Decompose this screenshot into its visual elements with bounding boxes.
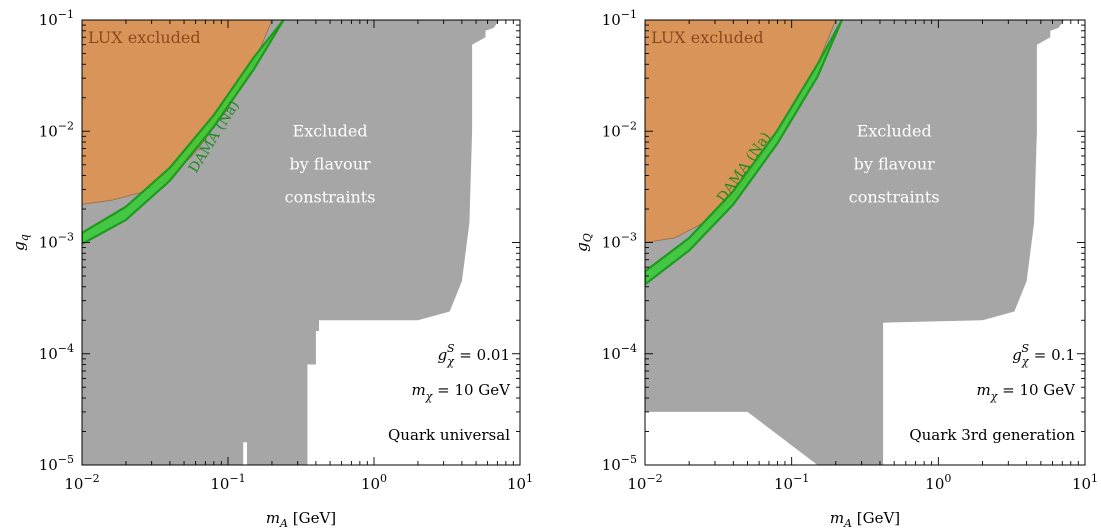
y-tick-label: 10−5 <box>39 453 74 474</box>
annotation-text: Quark 3rd generation <box>909 426 1075 444</box>
y-axis-label: gQ <box>573 233 594 252</box>
annotation-g: gχS = 0.1 <box>1012 342 1075 368</box>
x-tick-label: 100 <box>361 472 387 493</box>
flavour-label-line: Excluded <box>857 122 932 141</box>
flavour-label-line: constraints <box>849 188 940 207</box>
flavour-label-line: by flavour <box>854 155 936 174</box>
x-tick-label: 10−2 <box>627 472 662 493</box>
dama-band <box>645 20 843 286</box>
x-axis-label: mA [GeV] <box>266 509 336 528</box>
x-tick-label: 101 <box>507 472 533 493</box>
lux-label: LUX excluded <box>88 28 201 47</box>
plot-area <box>82 20 500 465</box>
y-tick-label: 10−4 <box>602 342 637 363</box>
lux-label: LUX excluded <box>651 28 764 47</box>
annotation-g: gχS = 0.01 <box>438 342 510 368</box>
x-tick-label: 10−1 <box>210 472 245 493</box>
x-tick-label: 101 <box>1072 472 1098 493</box>
y-tick-label: 10−2 <box>602 119 637 140</box>
y-tick-label: 10−1 <box>39 8 74 29</box>
y-tick-label: 10−5 <box>602 453 637 474</box>
annotation-text: Quark universal <box>388 426 510 444</box>
flavour-label-line: Excluded <box>293 122 368 141</box>
y-axis-label: gq <box>10 234 31 251</box>
panel-1: 10−2 10−1 100 101 10−5 10−4 10−3 10−2 10−1 mA [Ge… <box>10 8 533 528</box>
y-tick-label: 10−2 <box>39 119 74 140</box>
annotation-m: mχ = 10 GeV <box>411 381 511 403</box>
x-tick-label: 100 <box>925 472 951 493</box>
x-tick-label: 10−2 <box>64 472 99 493</box>
y-tick-label: 10−3 <box>39 231 74 252</box>
plot-area <box>645 20 1065 465</box>
annotation-m: mχ = 10 GeV <box>976 381 1076 403</box>
flavour-label-line: constraints <box>285 188 376 207</box>
ticks <box>644 20 1086 466</box>
y-tick-label: 10−1 <box>602 8 637 29</box>
ticks <box>81 20 521 466</box>
y-tick-label: 10−3 <box>602 231 637 252</box>
y-tick-label: 10−4 <box>39 342 74 363</box>
x-axis-label: mA [GeV] <box>830 509 900 528</box>
panel-2: 10−2 10−1 100 101 10−5 10−4 10−3 10−2 10−1 mA [Ge… <box>573 8 1098 528</box>
x-tick-label: 10−1 <box>774 472 809 493</box>
flavour-label-line: by flavour <box>289 155 371 174</box>
dama-band <box>82 20 285 246</box>
